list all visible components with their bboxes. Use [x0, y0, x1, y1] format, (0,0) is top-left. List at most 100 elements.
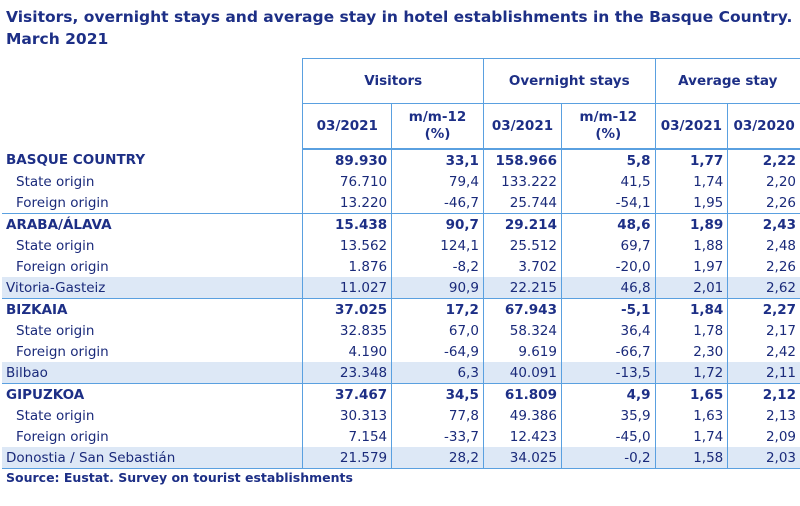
table-row: GIPUZKOA 37.467 34,5 61.809 4,9 1,65 2,12 — [2, 383, 800, 405]
cell-a1: 1,74 — [654, 426, 728, 447]
cell-a2: 2,03 — [727, 447, 800, 469]
cell-a2: 2,26 — [727, 192, 800, 214]
cell-vp: 67,0 — [391, 320, 484, 341]
cell-v: 13.562 — [302, 235, 392, 256]
cell-label: Foreign origin — [16, 258, 109, 275]
cell-a1: 1,78 — [654, 320, 728, 341]
cell-vp: 17,2 — [391, 298, 484, 320]
cell-v: 11.027 — [302, 277, 392, 299]
cell-op: 36,4 — [560, 320, 656, 341]
cell-v: 1.876 — [302, 256, 392, 277]
stats-table: Visitors Overnight stays Average stay 03… — [2, 58, 800, 469]
title-line-2: March 2021 — [6, 30, 109, 48]
cell-a2: 2,62 — [727, 277, 800, 299]
cell-label: Foreign origin — [16, 428, 109, 445]
page-title: Visitors, overnight stays and average st… — [6, 6, 792, 50]
cell-a1: 2,01 — [654, 277, 728, 299]
cell-vp: -64,9 — [391, 341, 484, 362]
cell-label: Vitoria-Gasteiz — [2, 277, 303, 299]
cell-vp: -33,7 — [391, 426, 484, 447]
cell-vp: 6,3 — [391, 362, 484, 384]
cell-a1: 1,88 — [654, 235, 728, 256]
cell-v: 37.025 — [302, 298, 392, 320]
cell-label: Donostia / San Sebastián — [2, 447, 303, 469]
table-row: Bilbao 23.348 6,3 40.091 -13,5 1,72 2,11 — [2, 362, 800, 384]
cell-label: State origin — [16, 407, 95, 424]
cell-vp: 33,1 — [391, 149, 484, 171]
cell-v: 30.313 — [302, 405, 392, 426]
cell-v: 4.190 — [302, 341, 392, 362]
table-row: Foreign origin 1.876 -8,2 3.702 -20,0 1,97 2,2… — [2, 256, 800, 277]
table-body: BASQUE COUNTRY 89.930 33,1 158.966 5,8 1,77 2,… — [2, 149, 800, 469]
cell-vp: -46,7 — [391, 192, 484, 214]
cell-a1: 1,77 — [654, 149, 728, 171]
table-row: ARABA/ÁLAVA 15.438 90,7 29.214 48,6 1,89 2,43 — [2, 213, 800, 235]
cell-label: Foreign origin — [16, 343, 109, 360]
cell-v: 89.930 — [302, 149, 392, 171]
cell-a2: 2,27 — [727, 298, 800, 320]
cell-a2: 2,13 — [727, 405, 800, 426]
cell-label: BIZKAIA — [2, 298, 303, 320]
cell-label: Foreign origin — [16, 194, 109, 211]
cell-v: 37.467 — [302, 383, 392, 405]
cell-op: -66,7 — [560, 341, 656, 362]
cell-a2: 2,26 — [727, 256, 800, 277]
cell-label: State origin — [16, 322, 95, 339]
table-row: Vitoria-Gasteiz 11.027 90,9 22.215 46,8 2,01 2… — [2, 277, 800, 299]
cell-vp: -8,2 — [391, 256, 484, 277]
cell-a2: 2,09 — [727, 426, 800, 447]
table-row: State origin 76.710 79,4 133.222 41,5 1,74 2,2… — [2, 171, 800, 192]
cell-v: 76.710 — [302, 171, 392, 192]
cell-o: 61.809 — [482, 383, 562, 405]
cell-vp: 90,7 — [391, 213, 484, 235]
table-row: State origin 13.562 124,1 25.512 69,7 1,88 2,4… — [2, 235, 800, 256]
cell-vp: 77,8 — [391, 405, 484, 426]
header-average-2021: 03/2021 — [654, 103, 728, 150]
cell-label: State origin — [16, 237, 95, 254]
cell-op: -13,5 — [560, 362, 656, 384]
cell-a1: 1,72 — [654, 362, 728, 384]
cell-op: 48,6 — [560, 213, 656, 235]
cell-o: 67.943 — [482, 298, 562, 320]
cell-a2: 2,48 — [727, 235, 800, 256]
cell-op: -0,2 — [560, 447, 656, 469]
cell-a1: 1,58 — [654, 447, 728, 469]
cell-label: BASQUE COUNTRY — [6, 152, 146, 168]
cell-a1: 1,95 — [654, 192, 728, 214]
cell-a2: 2,20 — [727, 171, 800, 192]
cell-op: 35,9 — [560, 405, 656, 426]
cell-vp: 79,4 — [391, 171, 484, 192]
cell-a2: 2,22 — [727, 149, 800, 171]
cell-v: 15.438 — [302, 213, 392, 235]
source-note: Source: Eustat. Survey on tourist establ… — [6, 470, 353, 485]
cell-o: 3.702 — [482, 256, 562, 277]
cell-o: 34.025 — [482, 447, 562, 469]
cell-v: 13.220 — [302, 192, 392, 214]
header-visitors-date: 03/2021 — [302, 103, 392, 150]
cell-op: -5,1 — [560, 298, 656, 320]
cell-vp: 90,9 — [391, 277, 484, 299]
cell-label: State origin — [16, 173, 95, 190]
cell-label: ARABA/ÁLAVA — [2, 213, 303, 235]
cell-o: 9.619 — [482, 341, 562, 362]
cell-vp: 28,2 — [391, 447, 484, 469]
cell-o: 25.512 — [482, 235, 562, 256]
cell-a1: 1,97 — [654, 256, 728, 277]
cell-op: 4,9 — [560, 383, 656, 405]
cell-o: 25.744 — [482, 192, 562, 214]
cell-op: 41,5 — [560, 171, 656, 192]
cell-v: 7.154 — [302, 426, 392, 447]
header-visitors-change: m/m-12 (%) — [391, 103, 484, 150]
cell-a2: 2,43 — [727, 213, 800, 235]
header-average-stay: Average stay — [654, 58, 800, 104]
cell-a1: 2,30 — [654, 341, 728, 362]
title-line-1: Visitors, overnight stays and average st… — [6, 8, 793, 26]
cell-op: 69,7 — [560, 235, 656, 256]
table-row: Foreign origin 7.154 -33,7 12.423 -45,0 1,74 2… — [2, 426, 800, 447]
cell-a2: 2,17 — [727, 320, 800, 341]
cell-label: Bilbao — [2, 362, 303, 384]
table-row: State origin 30.313 77,8 49.386 35,9 1,63 2,13 — [2, 405, 800, 426]
cell-a2: 2,42 — [727, 341, 800, 362]
cell-op: 46,8 — [560, 277, 656, 299]
cell-label: GIPUZKOA — [2, 383, 303, 405]
